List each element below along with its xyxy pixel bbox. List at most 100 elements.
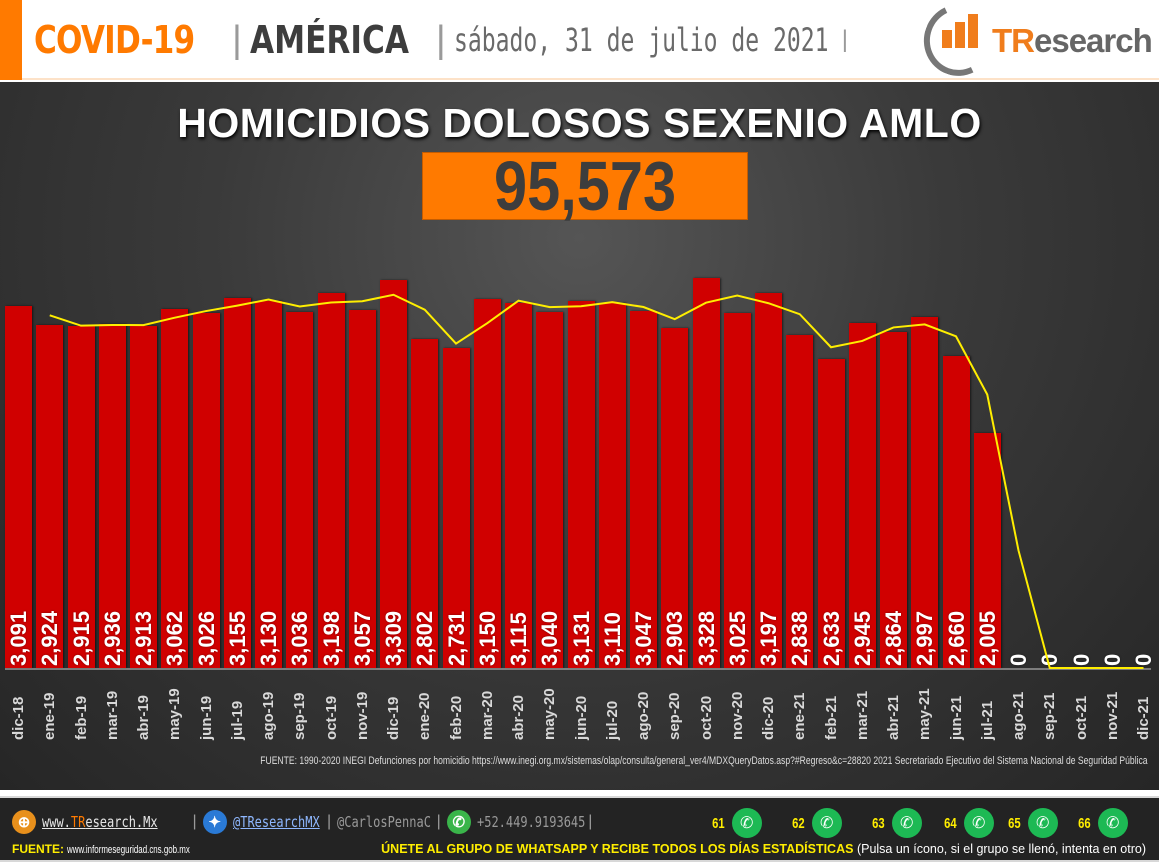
bar-value-label: 2,633 [818, 610, 844, 666]
x-axis-tick-label: sep-20 [666, 692, 684, 740]
bar-value-label: 3,309 [381, 610, 406, 666]
footer: ⊕ www.TResearch.Mx | ✦ @TResearchMX | @C… [0, 792, 1159, 866]
whatsapp-group-62[interactable]: 62 ✆ [790, 808, 842, 838]
whatsapp-cta: ÚNETE AL GRUPO DE WHATSAPP Y RECIBE TODO… [381, 842, 1146, 856]
twitter-bird-icon: ✦ [202, 810, 227, 834]
bar-value-label: 0 [1006, 653, 1031, 666]
bar-value-label: 3,036 [287, 610, 313, 666]
x-axis-tick-label: mar-20 [478, 690, 496, 740]
website-link[interactable]: www.TResearch.Mx [42, 813, 158, 831]
total-badge: 95,573 [422, 147, 748, 225]
bar-value-label: 0 [1068, 653, 1094, 666]
bar-value-label: 3,115 [506, 612, 531, 666]
whatsapp-group-64[interactable]: 64 ✆ [942, 808, 994, 838]
header-separator: | [841, 26, 848, 53]
bar-value-label: 3,047 [631, 610, 656, 666]
bar-value-label: 2,660 [943, 610, 969, 666]
x-axis-tick-label: feb-21 [822, 695, 840, 740]
x-axis-tick-label: nov-21 [1103, 691, 1121, 740]
whatsapp-group-61[interactable]: 61 ✆ [710, 808, 762, 838]
bar-value-label: 2,864 [881, 610, 906, 666]
x-axis-tick-label: may-21 [916, 688, 934, 740]
x-axis-tick-label: abr-19 [135, 694, 152, 740]
x-axis-tick-label: jul-20 [603, 700, 621, 740]
bar-value-label: 0 [1099, 653, 1125, 666]
bar-value-label: 0 [1131, 653, 1156, 666]
logo-wordmark: TResearch [992, 22, 1153, 59]
x-axis-tick-label: ene-20 [416, 692, 434, 740]
x-axis-tick-label: oct-21 [1072, 695, 1090, 740]
total-value: 95,573 [493, 147, 676, 225]
x-axis-tick-label: jul-21 [978, 700, 996, 740]
chart-source-note: FUENTE: 1990-2020 INEGI Defunciones por … [260, 755, 1148, 767]
bar-value-label: 3,130 [256, 610, 281, 666]
bar-value-label: 3,131 [568, 610, 594, 666]
x-axis-tick-label: sep-19 [291, 692, 309, 740]
x-axis-tick-label: may-20 [541, 688, 559, 740]
whatsapp-group-63[interactable]: 63 ✆ [870, 808, 922, 838]
bar-value-label: 3,155 [224, 610, 250, 666]
bar-value-label: 2,915 [68, 610, 94, 666]
bar-value-label: 2,945 [849, 610, 875, 666]
header-date: sábado, 31 de julio de 2021 [453, 21, 829, 59]
logo-bars-icon [942, 14, 978, 48]
x-axis-tick-label: ene-19 [41, 692, 59, 740]
bar-value-label: 3,150 [474, 610, 500, 666]
bar-value-label: 3,198 [318, 610, 344, 666]
x-axis-tick-label: dic-19 [385, 696, 402, 740]
phone-number: +52.449.9193645 [476, 813, 586, 831]
x-axis-tick-label: jul-19 [228, 700, 246, 740]
whatsapp-icon[interactable]: ✆ [811, 808, 842, 838]
whatsapp-icon[interactable]: ✆ [1097, 808, 1128, 838]
x-axis-tick-label: feb-20 [447, 695, 465, 740]
x-axis-tick-label: feb-19 [72, 695, 90, 740]
chart-title: HOMICIDIOS DOLOSOS SEXENIO AMLO [177, 100, 982, 146]
whatsapp-icon[interactable]: ✆ [731, 808, 762, 838]
x-axis-tick-label: dic-21 [1135, 696, 1152, 740]
bar-value-label: 3,025 [724, 610, 750, 666]
bar-value-label: 3,057 [349, 610, 375, 666]
x-axis-tick-label: ago-20 [635, 691, 652, 740]
whatsapp-icon[interactable]: ✆ [891, 808, 922, 838]
bar-value-label: 2,005 [974, 610, 1000, 666]
footer-contacts: ⊕ www.TResearch.Mx | ✦ @TResearchMX | @C… [12, 808, 598, 836]
x-axis-tick-label: nov-19 [353, 691, 371, 740]
globe-icon: ⊕ [12, 810, 36, 834]
header-topic: COVID-19 [34, 18, 195, 62]
footer-bottom-line: FUENTE: www.informeseguridad.cns.gob.mx … [12, 842, 1152, 860]
bar-value-label: 3,197 [756, 610, 781, 666]
x-axis-tick-label: abr-21 [885, 694, 902, 740]
bar [5, 305, 32, 668]
x-axis-tick-label: oct-20 [697, 695, 715, 740]
x-axis-tick-label: sep-21 [1041, 692, 1059, 740]
bar-value-label: 2,838 [787, 610, 813, 666]
header-title: COVID-19 | AMÉRICA | sábado, 31 de julio… [34, 12, 856, 68]
header-accent-bar [0, 0, 22, 80]
whatsapp-icon[interactable]: ✆ [1027, 808, 1058, 838]
x-axis-tick-label: nov-20 [728, 691, 746, 740]
personal-handle: @CarlosPennaC [337, 813, 432, 831]
x-axis-tick-label: may-19 [166, 688, 184, 740]
footer-source: FUENTE: www.informeseguridad.cns.gob.mx [12, 842, 191, 856]
x-axis-tick-label: abr-20 [510, 694, 527, 740]
bar-value-label: 2,731 [443, 610, 469, 666]
whatsapp-icon[interactable]: ✆ [963, 808, 994, 838]
bar-value-label: 2,936 [99, 610, 125, 666]
header-region: AMÉRICA [249, 18, 409, 62]
bar-value-label: 2,913 [131, 610, 156, 666]
x-axis-tick-label: ago-21 [1010, 691, 1027, 740]
whatsapp-group-65[interactable]: 65 ✆ [1006, 808, 1058, 838]
x-axis-tick-label: jun-21 [947, 695, 965, 740]
tresearch-logo[interactable]: TResearch [913, 0, 1159, 86]
x-axis-tick-label: dic-18 [10, 696, 27, 740]
x-axis-tick-label: dic-20 [760, 696, 777, 740]
footer-band: ⊕ www.TResearch.Mx | ✦ @TResearchMX | @C… [0, 796, 1159, 862]
footer-source-url[interactable]: www.informeseguridad.cns.gob.mx [67, 844, 191, 856]
bar-value-label: 2,802 [412, 610, 438, 666]
bar-value-label: 3,062 [162, 610, 188, 666]
twitter-link[interactable]: @TResearchMX [232, 813, 320, 831]
x-axis-tick-label: jun-20 [572, 695, 590, 740]
bar-value-label: 3,110 [599, 612, 625, 666]
whatsapp-group-66[interactable]: 66 ✆ [1076, 808, 1128, 838]
header: COVID-19 | AMÉRICA | sábado, 31 de julio… [0, 0, 1159, 86]
